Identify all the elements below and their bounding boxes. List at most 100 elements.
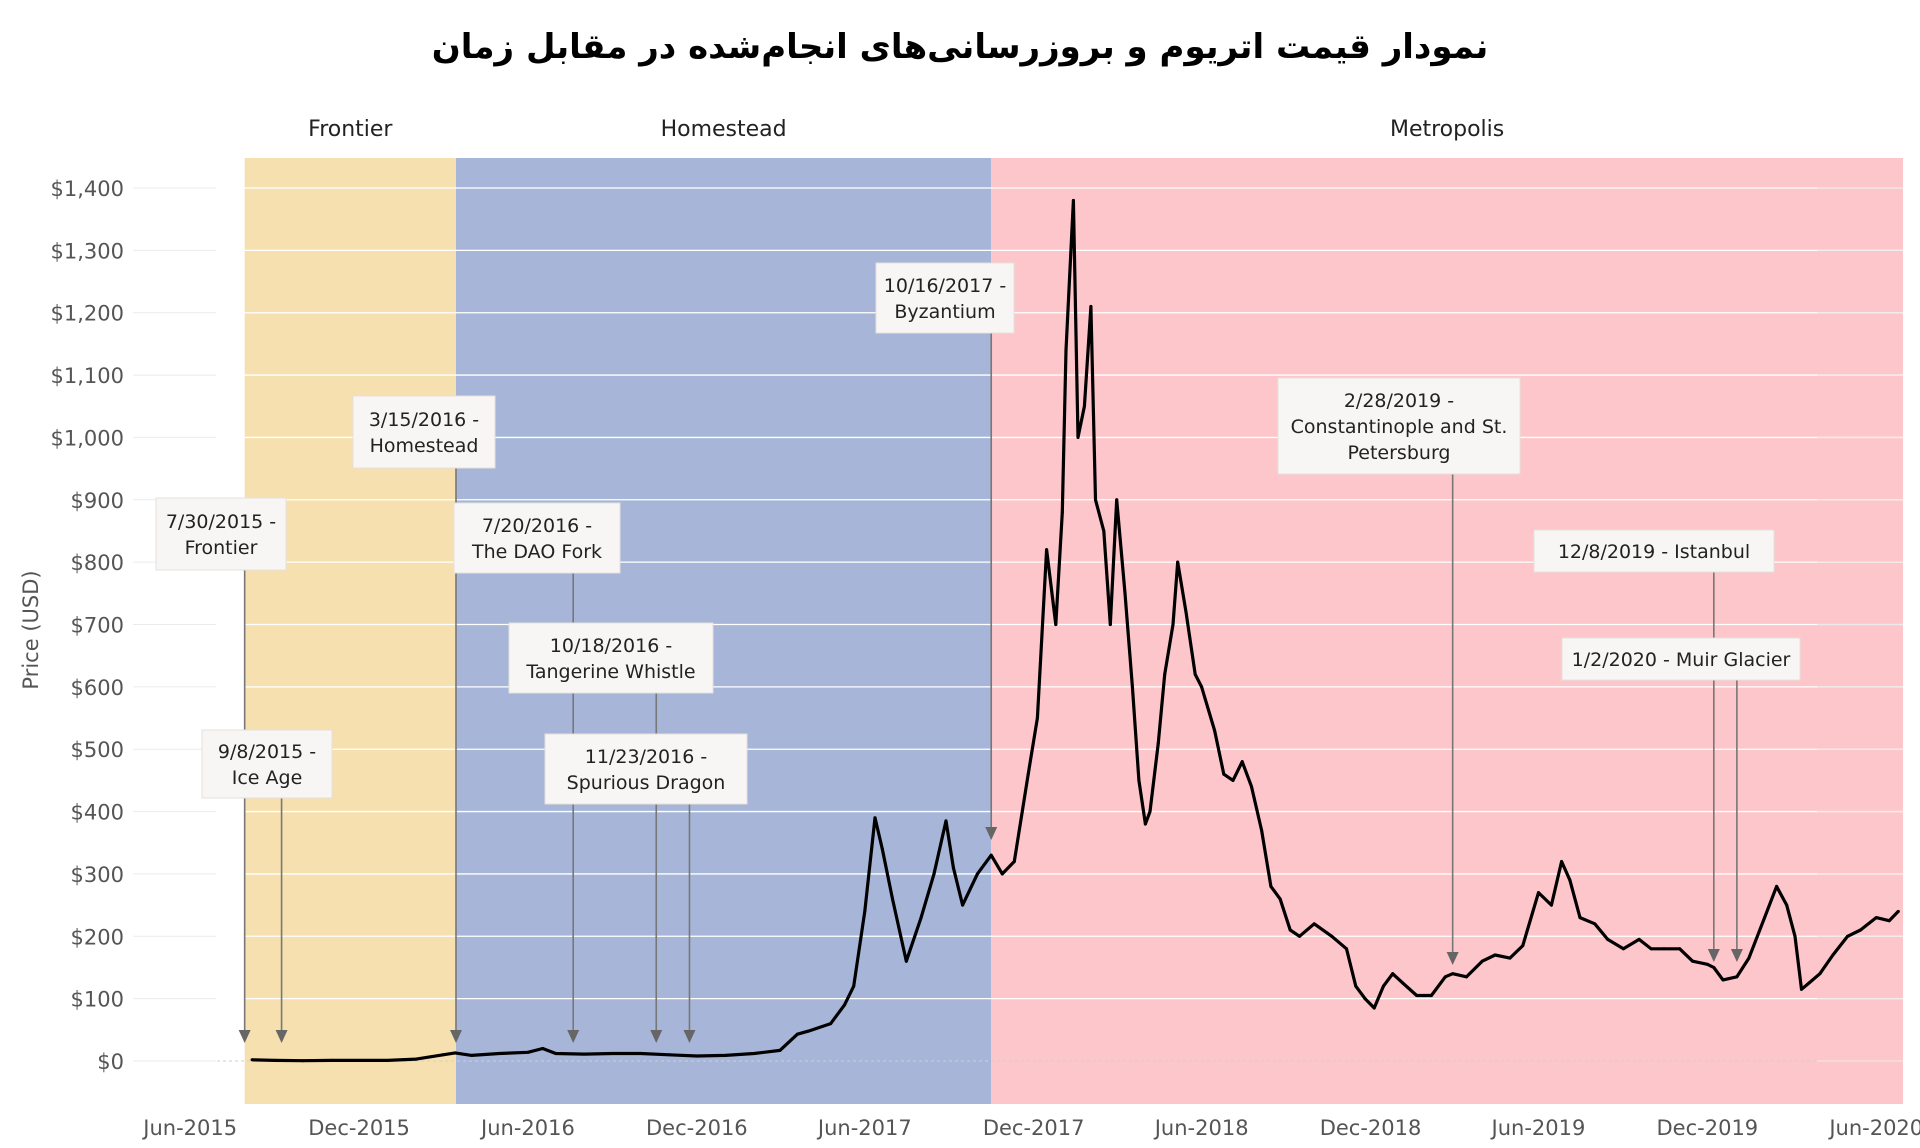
annotation-arrow-head — [683, 1030, 696, 1043]
y-tick-label: $1,200 — [51, 302, 124, 326]
price-point — [1330, 934, 1334, 938]
price-point — [1312, 922, 1316, 926]
price-point — [1799, 987, 1803, 991]
price-point — [1763, 916, 1767, 920]
price-point — [1508, 956, 1512, 960]
price-point — [1606, 937, 1610, 941]
price-point — [919, 916, 923, 920]
price-point — [1818, 972, 1822, 976]
price-point — [1213, 729, 1217, 733]
price-point — [1269, 884, 1273, 888]
price-point — [1297, 934, 1301, 938]
price-point — [1193, 672, 1197, 676]
y-tick-label: $500 — [71, 738, 124, 762]
price-point — [1108, 623, 1112, 626]
y-axis-ticks: $0 $100 $200 $300 $400 $500 $600 $700 $800 $900 $1… — [51, 177, 124, 1074]
price-point — [1094, 498, 1098, 502]
price-point — [526, 1050, 530, 1054]
price-point — [1381, 984, 1385, 988]
price-point — [778, 1048, 782, 1052]
price-point — [1560, 859, 1564, 863]
price-point — [1045, 548, 1049, 552]
price-point — [441, 1053, 445, 1057]
price-point — [1076, 435, 1080, 439]
annotation-label: 12/8/2019 - Istanbul — [1558, 541, 1750, 563]
price-point — [1874, 916, 1878, 920]
price-point — [329, 1058, 333, 1062]
price-point — [1035, 716, 1039, 720]
price-point — [1775, 884, 1779, 888]
price-point — [541, 1047, 545, 1051]
x-tick-label: Jun-2015 — [141, 1116, 237, 1140]
x-axis-ticks: Jun-2015 Dec-2015 Jun-2016 Dec-2016 Jun-2017… — [141, 1116, 1920, 1140]
annotation-arrow-head — [275, 1030, 288, 1043]
y-tick-label: $1,300 — [51, 239, 124, 263]
price-point — [1163, 672, 1167, 676]
price-point — [250, 1058, 254, 1062]
price-point — [1102, 529, 1106, 533]
price-point — [807, 1029, 811, 1033]
price-point — [497, 1052, 501, 1056]
annotation-arrow-head — [238, 1030, 251, 1043]
price-point — [1278, 897, 1282, 901]
price-point — [1249, 785, 1253, 789]
phase-labels: Frontier Homestead Metropolis — [308, 117, 1504, 142]
price-point — [414, 1057, 418, 1061]
y-tick-label: $100 — [71, 988, 124, 1012]
price-point — [1593, 922, 1597, 926]
price-point — [1712, 965, 1716, 969]
price-point — [1143, 822, 1147, 826]
price-point — [1568, 878, 1572, 882]
price-point — [1578, 916, 1582, 920]
price-point — [554, 1052, 558, 1056]
y-tick-label: $900 — [71, 489, 124, 513]
phase-label: Homestead — [661, 117, 787, 142]
annotation-label: Constantinople and St. — [1291, 416, 1508, 438]
price-point — [904, 959, 908, 963]
annotation-box — [1277, 377, 1521, 475]
price-point — [975, 872, 979, 876]
y-tick-label: $1,100 — [51, 364, 124, 388]
annotation-arrow-head — [1446, 952, 1459, 965]
price-point — [1054, 623, 1058, 626]
price-point — [273, 1058, 277, 1062]
price-point — [932, 872, 936, 876]
price-point — [1429, 994, 1433, 998]
price-point — [1354, 984, 1358, 988]
annotation-label: Spurious Dragon — [567, 772, 726, 794]
x-tick-label: Dec-2016 — [646, 1116, 748, 1140]
price-point — [1793, 934, 1797, 938]
y-tick-label: $400 — [71, 801, 124, 825]
price-point — [611, 1052, 615, 1056]
price-point — [1662, 947, 1666, 951]
annotation-arrow-head — [650, 1030, 663, 1043]
price-point — [1240, 760, 1244, 764]
y-tick-label: $200 — [71, 925, 124, 949]
annotation-arrow-head — [985, 827, 998, 840]
annotation-label: 9/8/2015 - — [218, 741, 316, 763]
price-point — [1260, 828, 1264, 832]
annotation-label: Byzantium — [894, 301, 995, 323]
price-line — [251, 198, 1900, 1063]
price-point — [1012, 859, 1016, 863]
price-point — [301, 1059, 305, 1063]
price-point — [1176, 560, 1180, 564]
price-point — [1415, 994, 1419, 998]
price-point — [723, 1053, 727, 1057]
x-tick-label: Jun-2020 — [1827, 1116, 1920, 1140]
annotation-box — [1533, 529, 1775, 573]
x-tick-label: Jun-2018 — [1153, 1116, 1249, 1140]
price-point — [1521, 944, 1525, 948]
annotation-label: Frontier — [185, 537, 258, 559]
annotation-arrow-head — [449, 1030, 462, 1043]
price-point — [1859, 928, 1863, 932]
price-point — [357, 1058, 361, 1062]
annotation-label: Ice Age — [232, 767, 303, 789]
price-point — [1691, 959, 1695, 963]
price-point — [829, 1022, 833, 1026]
annotation-box — [544, 733, 748, 805]
price-point — [1222, 772, 1226, 776]
x-tick-label: Jun-2017 — [816, 1116, 912, 1140]
price-point — [1231, 778, 1235, 782]
